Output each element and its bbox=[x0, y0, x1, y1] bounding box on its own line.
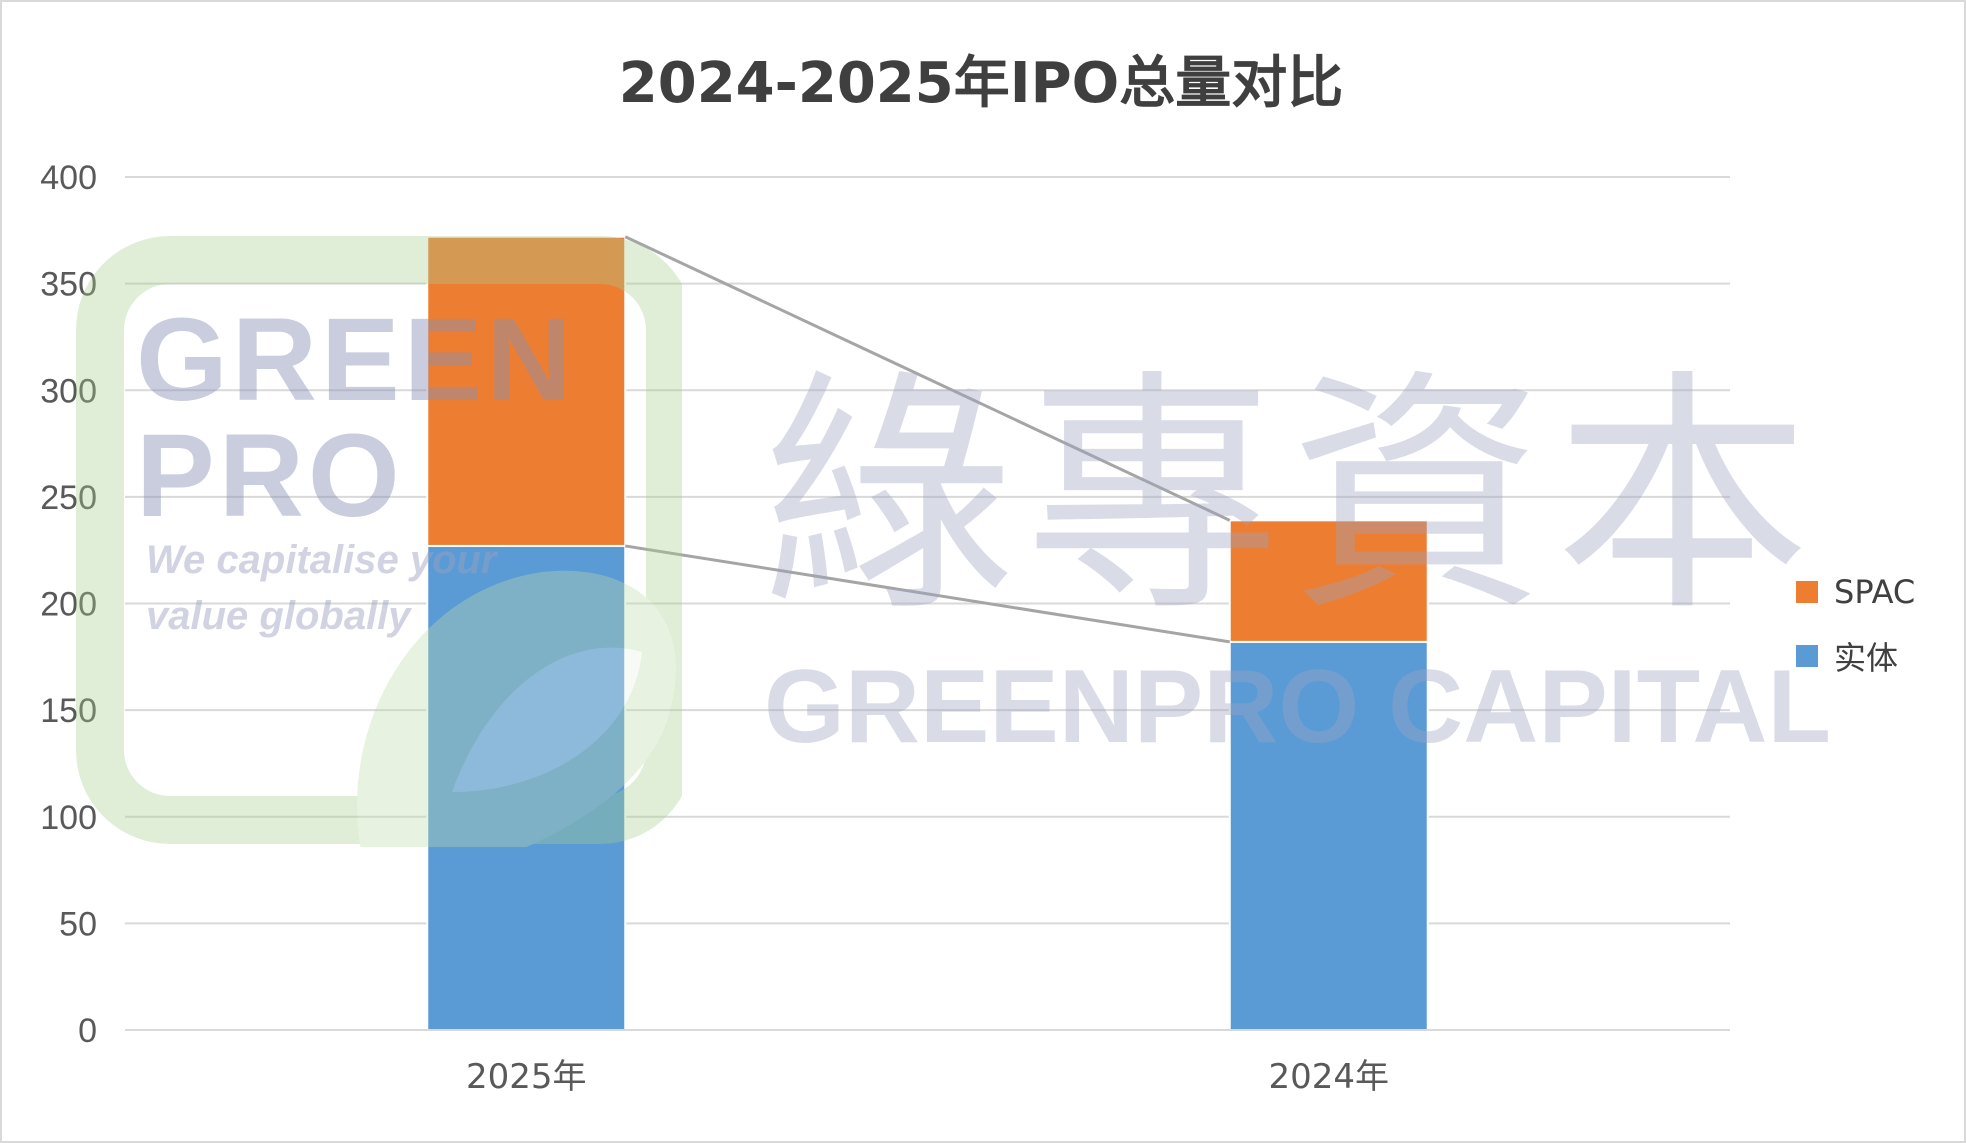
y-tick-label: 400 bbox=[40, 159, 97, 197]
x-category-label: 2024年 bbox=[1268, 1057, 1389, 1097]
gridlines bbox=[125, 176, 1730, 925]
y-tick-label: 200 bbox=[40, 586, 97, 624]
bars bbox=[426, 235, 1429, 1031]
legend-item-entity: 实体 bbox=[1796, 624, 1915, 688]
series-line bbox=[624, 235, 1231, 522]
bar-spac-2025 bbox=[426, 235, 627, 547]
y-axis-ticks: 0 50 100 150 200 250 300 350 400 bbox=[40, 159, 97, 1050]
y-tick-label: 350 bbox=[40, 266, 97, 304]
legend-item-spac: SPAC bbox=[1796, 560, 1915, 624]
x-category-label: 2025年 bbox=[466, 1057, 587, 1097]
y-tick-label: 50 bbox=[59, 905, 97, 943]
bar-entity-2025 bbox=[426, 544, 627, 1031]
legend-label-spac: SPAC bbox=[1834, 573, 1916, 611]
y-tick-label: 150 bbox=[40, 692, 97, 730]
legend-label-entity: 实体 bbox=[1834, 639, 1899, 677]
y-tick-label: 0 bbox=[78, 1012, 97, 1050]
bar-spac-2024 bbox=[1228, 519, 1429, 643]
y-tick-label: 100 bbox=[40, 799, 97, 837]
legend: SPAC 实体 bbox=[1796, 560, 1915, 688]
series-lines bbox=[624, 235, 1231, 644]
bar-entity-2024 bbox=[1228, 640, 1429, 1031]
legend-swatch-spac bbox=[1796, 581, 1818, 603]
x-axis-categories: 2025年 2024年 bbox=[466, 1057, 1389, 1097]
y-tick-label: 300 bbox=[40, 372, 97, 410]
series-line bbox=[625, 544, 1230, 644]
legend-swatch-entity bbox=[1796, 645, 1818, 667]
chart-title: 2024-2025年IPO总量对比 bbox=[618, 51, 1344, 116]
y-tick-label: 250 bbox=[40, 479, 97, 517]
